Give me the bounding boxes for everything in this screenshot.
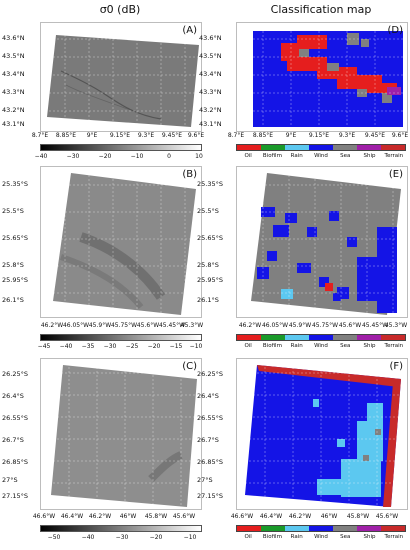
lon-axis-e: 46.2°W 46.05°W 45.9°W 45.75°W 45.6°W 45.… <box>238 322 408 329</box>
legend-swatch-rain <box>285 145 309 150</box>
colorbar-b <box>40 334 202 341</box>
lat-label: 26.4°S <box>197 392 219 400</box>
panel-label-e: (E) <box>388 169 403 180</box>
class-legend-labels-f: Oil Biofilm Rain Wind Sea Ship Terrain <box>244 534 404 540</box>
lat-label: 26.7°S <box>2 436 24 444</box>
lat-label: 43.5°N <box>2 52 25 60</box>
lon-axis-b: 46.2°W 46.05°W 45.9°W 45.75°W 45.6°W 45.… <box>40 322 204 329</box>
lat-label: 26.55°S <box>197 414 223 422</box>
class-legend-f <box>236 525 406 532</box>
lat-label: 26.1°S <box>197 296 219 304</box>
lon-axis-c: 46.6°W 46.4°W 46.2°W 46°W 45.8°W 45.6°W <box>32 513 196 520</box>
lat-label: 26.25°S <box>197 370 223 378</box>
legend-swatch-wind <box>309 526 333 531</box>
legend-swatch-rain <box>285 526 309 531</box>
classification-map-d-plot <box>237 23 407 131</box>
classification-map-f: (F) <box>236 358 408 510</box>
legend-swatch-ship <box>357 335 381 340</box>
lat-label: 25.95°S <box>2 276 28 284</box>
panel-label-f: (F) <box>389 361 403 372</box>
lat-label: 25.35°S <box>197 180 223 188</box>
lat-label: 27.15°S <box>197 492 223 500</box>
left-column-title: σ0 (dB) <box>99 3 141 16</box>
panel-label-c: (C) <box>182 361 197 372</box>
class-legend-labels-e: Oil Biofilm Rain Wind Sea Ship Terrain <box>244 343 404 349</box>
panel-label-b: (B) <box>182 169 197 180</box>
class-legend-labels-d: Oil Biofilm Rain Wind Sea Ship Terrain <box>244 153 404 159</box>
panel-label-a: (A) <box>182 25 197 36</box>
class-legend-e <box>236 334 406 341</box>
legend-swatch-wind <box>309 145 333 150</box>
lat-label: 43.2°N <box>2 106 25 114</box>
legend-swatch-oil <box>237 526 261 531</box>
lon-axis-f: 46.6°W 46.4°W 46.2°W 46°W 45.8°W 45.6°W <box>230 513 399 520</box>
legend-swatch-sea <box>333 145 357 150</box>
lat-label: 43.3°N <box>199 88 222 96</box>
lat-label: 26.85°S <box>197 458 223 466</box>
lat-label: 25.5°S <box>2 207 24 215</box>
sar-image-b-plot <box>41 167 201 317</box>
sar-image-b: (B) <box>40 166 202 318</box>
lat-label: 26.7°S <box>197 436 219 444</box>
legend-swatch-sea <box>333 335 357 340</box>
sar-image-c: (C) <box>40 358 202 510</box>
lat-label: 27.15°S <box>2 492 28 500</box>
classification-map-e-plot <box>237 167 407 317</box>
legend-swatch-terrain <box>381 335 405 340</box>
sar-image-c-plot <box>41 359 201 509</box>
lat-label: 43.4°N <box>2 70 25 78</box>
legend-swatch-wind <box>309 335 333 340</box>
legend-swatch-biofilm <box>261 526 285 531</box>
lat-label: 25.95°S <box>197 276 223 284</box>
legend-swatch-biofilm <box>261 335 285 340</box>
legend-swatch-terrain <box>381 145 405 150</box>
legend-swatch-ship <box>357 526 381 531</box>
lat-label: 25.8°S <box>197 261 219 269</box>
sar-image-a: (A) <box>40 22 202 132</box>
legend-swatch-ship <box>357 145 381 150</box>
lat-label: 26.1°S <box>2 296 24 304</box>
lat-label: 25.65°S <box>2 234 28 242</box>
lat-label: 43.2°N <box>199 106 222 114</box>
lat-label: 43.4°N <box>199 70 222 78</box>
right-column-title: Classification map <box>270 3 372 16</box>
lat-label: 26.55°S <box>2 414 28 422</box>
lat-label: 27°S <box>2 476 18 484</box>
lat-label: 43.5°N <box>199 52 222 60</box>
lon-axis-a: 8.7°E 8.85°E 9°E 9.15°E 9.3°E 9.45°E 9.6… <box>31 132 205 139</box>
sar-image-a-plot <box>41 23 201 131</box>
lat-label: 27°S <box>197 476 213 484</box>
colorbar-ticks-b: −45 −40 −35 −30 −25 −20 −15 −10 <box>37 343 203 350</box>
legend-swatch-oil <box>237 145 261 150</box>
colorbar-ticks-a: −40 −30 −20 −10 0 10 <box>34 153 203 160</box>
lat-label: 43.6°N <box>2 34 25 42</box>
classification-map-d: (D) <box>236 22 408 132</box>
lat-label: 26.85°S <box>2 458 28 466</box>
classification-map-e: (E) <box>236 166 408 318</box>
lat-label: 25.8°S <box>2 261 24 269</box>
legend-swatch-rain <box>285 335 309 340</box>
panel-label-d: (D) <box>387 25 403 36</box>
lon-axis-d: 8.7°E 8.85°E 9°E 9.15°E 9.3°E 9.45°E 9.6… <box>227 132 409 139</box>
classification-map-f-plot <box>237 359 407 509</box>
colorbar-a <box>40 144 202 151</box>
lat-label: 25.65°S <box>197 234 223 242</box>
lat-label: 26.25°S <box>2 370 28 378</box>
lat-label: 26.4°S <box>2 392 24 400</box>
lat-label: 43.1°N <box>199 120 222 128</box>
legend-swatch-oil <box>237 335 261 340</box>
lat-label: 43.6°N <box>199 34 222 42</box>
colorbar-c <box>40 525 202 532</box>
legend-swatch-terrain <box>381 526 405 531</box>
lat-label: 43.3°N <box>2 88 25 96</box>
class-legend-d <box>236 144 406 151</box>
lat-label: 43.1°N <box>2 120 25 128</box>
lat-label: 25.5°S <box>197 207 219 215</box>
legend-swatch-biofilm <box>261 145 285 150</box>
legend-swatch-sea <box>333 526 357 531</box>
colorbar-ticks-c: −50 −40 −30 −20 −10 <box>47 534 197 541</box>
lat-label: 25.35°S <box>2 180 28 188</box>
